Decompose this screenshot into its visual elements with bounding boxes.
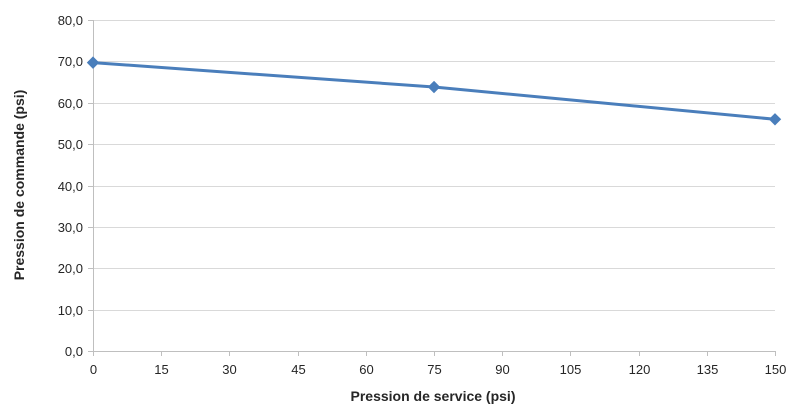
data-point-0-2 <box>768 113 782 126</box>
x-axis-tick-labels: 0 15 30 45 60 75 90 105 120 135 150 <box>90 362 786 377</box>
y-tick-label-0: 0,0 <box>65 344 83 359</box>
axes <box>88 20 776 356</box>
y-tick-label-8: 80,0 <box>58 13 83 28</box>
data-point-0-0 <box>86 56 100 69</box>
x-tick-label-4: 60 <box>359 362 373 377</box>
x-tick-label-7: 105 <box>560 362 582 377</box>
x-tick-label-2: 30 <box>222 362 236 377</box>
y-axis-title: Pression de commande (psi) <box>11 90 27 281</box>
y-tick-label-4: 40,0 <box>58 179 83 194</box>
data-series <box>86 56 782 126</box>
y-tick-label-7: 70,0 <box>58 54 83 69</box>
y-tick-label-1: 10,0 <box>58 303 83 318</box>
x-axis-title: Pression de service (psi) <box>351 388 516 404</box>
y-tick-label-6: 60,0 <box>58 96 83 111</box>
x-tick-label-0: 0 <box>90 362 97 377</box>
x-tick-label-1: 15 <box>154 362 168 377</box>
y-axis-tick-labels: 0,0 10,0 20,0 30,0 40,0 50,0 60,0 70,0 80,0 <box>58 13 83 359</box>
gridlines <box>93 20 775 311</box>
x-tick-label-8: 120 <box>629 362 651 377</box>
y-tick-label-2: 20,0 <box>58 261 83 276</box>
x-tick-label-6: 90 <box>495 362 509 377</box>
x-tick-label-10: 150 <box>765 362 786 377</box>
x-tick-label-5: 75 <box>427 362 441 377</box>
y-tick-label-5: 50,0 <box>58 137 83 152</box>
x-tick-label-9: 135 <box>697 362 719 377</box>
data-point-0-1 <box>427 80 441 94</box>
y-tick-label-3: 30,0 <box>58 220 83 235</box>
x-tick-label-3: 45 <box>291 362 305 377</box>
